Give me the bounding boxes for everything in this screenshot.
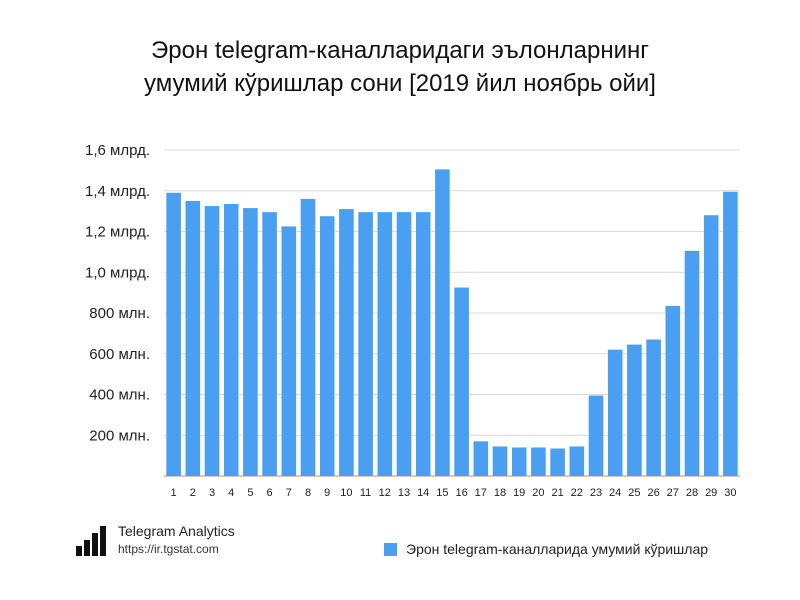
x-tick-label: 21 [551, 487, 563, 499]
bar [703, 215, 719, 476]
x-tick-label: 9 [324, 487, 330, 499]
bar [243, 208, 258, 476]
x-tick-label: 23 [590, 487, 602, 499]
y-tick-label: 600 млн. [89, 346, 150, 363]
x-tick-label: 12 [379, 487, 391, 499]
bar [281, 226, 297, 476]
x-tick-label: 6 [267, 487, 273, 499]
x-tick-label: 16 [455, 487, 467, 499]
x-tick-label: 5 [247, 487, 253, 499]
bar [396, 212, 412, 477]
x-tick-label: 22 [571, 487, 583, 499]
bar [511, 447, 527, 476]
bar [377, 212, 393, 477]
chart-title-line-1: Эрон telegram-каналларидаги эълонларнинг [151, 37, 649, 64]
bar [262, 212, 277, 477]
y-tick-label: 200 млн. [89, 427, 150, 444]
x-tick-label: 17 [475, 487, 487, 499]
x-tick-label: 14 [417, 487, 429, 499]
x-tick-label: 25 [628, 487, 640, 499]
x-tick-label: 28 [686, 487, 698, 499]
bar [358, 212, 373, 477]
y-tick-label: 400 млн. [89, 387, 150, 404]
x-tick-label: 11 [360, 487, 371, 499]
bar [166, 192, 181, 476]
x-tick-label: 30 [724, 487, 736, 499]
brand-name: Telegram Analytics [118, 523, 235, 539]
bar [607, 349, 623, 476]
x-tick-label: 24 [609, 487, 621, 499]
bar [319, 216, 335, 476]
x-tick-label: 4 [228, 487, 234, 499]
x-tick-label: 29 [705, 487, 717, 499]
x-tick-label: 3 [209, 487, 215, 499]
x-tick-label: 18 [494, 487, 506, 499]
bar [684, 250, 700, 476]
branding: Telegram Analytics https://ir.tgstat.com [76, 520, 316, 560]
x-tick-label: 10 [340, 487, 352, 499]
bar [185, 200, 201, 476]
bar [339, 209, 354, 476]
bar [550, 448, 565, 476]
bar [569, 446, 585, 476]
brand-url: https://ir.tgstat.com [118, 542, 219, 556]
chart-title: Эрон telegram-каналларидаги эълонларнинг… [0, 34, 800, 100]
bar [204, 206, 220, 476]
y-tick-label: 1,0 млрд. [85, 264, 150, 281]
bar [435, 169, 450, 476]
bar [665, 305, 681, 476]
bar [531, 447, 546, 476]
legend-label: Эрон telegram-каналларида умумий кўришла… [406, 541, 709, 557]
bar [627, 344, 642, 476]
y-tick-label: 1,6 млрд. [85, 142, 150, 159]
x-tick-label: 13 [398, 487, 410, 499]
x-tick-label: 7 [286, 487, 292, 499]
x-tick-label: 27 [667, 487, 679, 499]
x-tick-label: 19 [513, 487, 525, 499]
bar [454, 287, 469, 476]
x-tick-label: 2 [190, 487, 196, 499]
y-tick-label: 800 млн. [89, 305, 150, 322]
x-tick-label: 20 [532, 487, 544, 499]
bar [223, 203, 239, 476]
bar [300, 198, 316, 476]
bar-chart-logo-icon [76, 526, 106, 556]
y-tick-label: 1,4 млрд. [85, 183, 150, 200]
bar [646, 339, 661, 476]
x-tick-label: 8 [305, 487, 311, 499]
legend-swatch [384, 543, 397, 556]
bar [415, 212, 431, 477]
bar [723, 191, 738, 477]
bar [473, 441, 489, 476]
bar [492, 446, 508, 476]
y-tick-label: 1,2 млрд. [85, 224, 150, 241]
x-tick-label: 1 [171, 487, 177, 499]
x-tick-label: 15 [436, 487, 448, 499]
chart-title-line-2: умумий кўришлар сони [2019 йил ноябрь ой… [144, 70, 656, 97]
x-tick-label: 26 [647, 487, 659, 499]
bar [588, 395, 604, 476]
